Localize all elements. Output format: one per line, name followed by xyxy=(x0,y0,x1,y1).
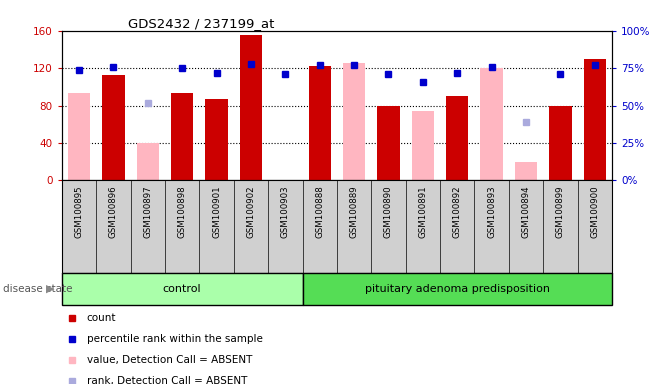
Text: GSM100903: GSM100903 xyxy=(281,185,290,238)
Bar xyxy=(137,143,159,180)
Text: GSM100896: GSM100896 xyxy=(109,185,118,238)
Bar xyxy=(309,66,331,180)
Text: GSM100898: GSM100898 xyxy=(178,185,187,238)
Text: pituitary adenoma predisposition: pituitary adenoma predisposition xyxy=(365,284,549,294)
Text: GSM100901: GSM100901 xyxy=(212,185,221,238)
Text: GSM100895: GSM100895 xyxy=(74,185,83,238)
Text: control: control xyxy=(163,284,202,294)
Text: GSM100890: GSM100890 xyxy=(384,185,393,238)
Bar xyxy=(446,96,469,180)
Bar xyxy=(62,273,303,305)
Bar xyxy=(343,63,365,180)
Text: value, Detection Call = ABSENT: value, Detection Call = ABSENT xyxy=(87,355,252,365)
Text: GSM100889: GSM100889 xyxy=(350,185,359,238)
Text: GSM100900: GSM100900 xyxy=(590,185,600,238)
Bar xyxy=(515,162,537,180)
Bar xyxy=(68,93,90,180)
Text: GSM100893: GSM100893 xyxy=(487,185,496,238)
Bar xyxy=(378,106,400,180)
Text: count: count xyxy=(87,313,116,323)
Text: GSM100892: GSM100892 xyxy=(452,185,462,238)
Text: GSM100897: GSM100897 xyxy=(143,185,152,238)
Text: ▶: ▶ xyxy=(46,284,54,294)
Bar xyxy=(411,111,434,180)
Text: GSM100899: GSM100899 xyxy=(556,185,565,238)
Bar xyxy=(205,99,228,180)
Bar xyxy=(549,106,572,180)
Text: GSM100894: GSM100894 xyxy=(521,185,531,238)
Bar xyxy=(102,75,124,180)
Text: rank, Detection Call = ABSENT: rank, Detection Call = ABSENT xyxy=(87,376,247,384)
Bar xyxy=(303,273,612,305)
Bar xyxy=(583,59,606,180)
Text: percentile rank within the sample: percentile rank within the sample xyxy=(87,334,262,344)
Text: GSM100891: GSM100891 xyxy=(419,185,427,238)
Text: GDS2432 / 237199_at: GDS2432 / 237199_at xyxy=(128,17,274,30)
Text: disease state: disease state xyxy=(3,284,73,294)
Bar xyxy=(240,35,262,180)
Text: GSM100902: GSM100902 xyxy=(247,185,255,238)
Bar xyxy=(171,93,193,180)
Bar xyxy=(480,68,503,180)
Text: GSM100888: GSM100888 xyxy=(315,185,324,238)
